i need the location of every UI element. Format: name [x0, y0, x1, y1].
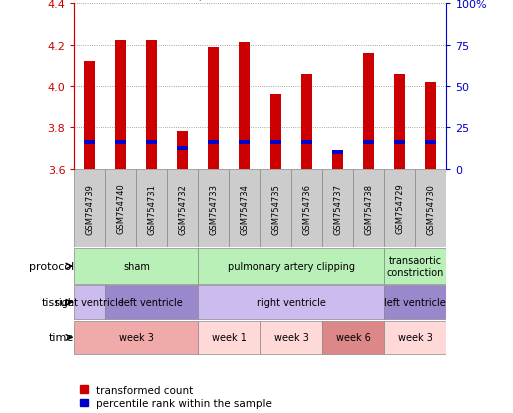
Bar — [74, 169, 105, 248]
Text: sham: sham — [123, 261, 150, 271]
Text: week 6: week 6 — [336, 332, 371, 343]
Text: week 3: week 3 — [398, 332, 433, 343]
Bar — [115, 41, 126, 169]
Text: week 3: week 3 — [274, 332, 309, 343]
Text: protocol: protocol — [29, 261, 74, 271]
Bar — [260, 169, 291, 248]
Bar — [332, 155, 343, 169]
Bar — [115, 140, 126, 145]
Bar — [416, 169, 446, 248]
Bar — [85, 140, 95, 145]
Bar — [199, 286, 384, 319]
Text: GSM754733: GSM754733 — [209, 183, 219, 234]
Bar — [85, 62, 95, 169]
Text: week 1: week 1 — [212, 332, 247, 343]
Text: GDS4545 / 10523293: GDS4545 / 10523293 — [130, 0, 279, 2]
Text: GSM754736: GSM754736 — [302, 183, 311, 234]
Bar — [240, 43, 250, 169]
Bar — [199, 321, 260, 354]
Bar — [384, 169, 416, 248]
Bar — [199, 169, 229, 248]
Bar — [177, 147, 188, 151]
Bar — [177, 132, 188, 169]
Text: left ventricle: left ventricle — [384, 297, 446, 308]
Bar — [208, 140, 219, 145]
Bar — [394, 140, 405, 145]
Bar — [229, 169, 260, 248]
Bar — [74, 249, 199, 284]
Bar — [74, 321, 199, 354]
Text: GSM754738: GSM754738 — [364, 183, 373, 234]
Bar — [208, 47, 219, 169]
Bar — [74, 286, 105, 319]
Bar — [105, 169, 136, 248]
Bar — [384, 286, 446, 319]
Bar — [302, 74, 312, 169]
Bar — [394, 74, 405, 169]
Bar — [146, 140, 157, 145]
Text: transaortic
constriction: transaortic constriction — [387, 256, 444, 277]
Bar — [105, 286, 199, 319]
Bar — [322, 321, 384, 354]
Text: GSM754730: GSM754730 — [426, 183, 436, 234]
Text: GSM754740: GSM754740 — [116, 183, 125, 234]
Text: right ventricle: right ventricle — [257, 297, 326, 308]
Bar — [353, 169, 384, 248]
Bar — [302, 140, 312, 145]
Bar — [199, 249, 384, 284]
Text: pulmonary artery clipping: pulmonary artery clipping — [228, 261, 355, 271]
Text: GSM754739: GSM754739 — [85, 183, 94, 234]
Bar — [384, 321, 446, 354]
Bar — [425, 83, 436, 169]
Bar — [363, 140, 374, 145]
Bar — [136, 169, 167, 248]
Text: right ventricle: right ventricle — [55, 297, 124, 308]
Text: week 3: week 3 — [119, 332, 154, 343]
Bar — [363, 54, 374, 169]
Bar — [260, 321, 322, 354]
Text: GSM754729: GSM754729 — [396, 183, 404, 234]
Text: GSM754731: GSM754731 — [147, 183, 156, 234]
Bar — [240, 140, 250, 145]
Bar — [291, 169, 322, 248]
Text: GSM754737: GSM754737 — [333, 183, 342, 234]
Bar — [146, 41, 157, 169]
Text: GSM754732: GSM754732 — [179, 183, 187, 234]
Text: time: time — [49, 332, 74, 343]
Bar — [167, 169, 199, 248]
Legend: transformed count, percentile rank within the sample: transformed count, percentile rank withi… — [80, 385, 272, 408]
Text: left ventricle: left ventricle — [121, 297, 183, 308]
Text: GSM754735: GSM754735 — [271, 183, 280, 234]
Bar — [425, 140, 436, 145]
Bar — [322, 169, 353, 248]
Bar — [332, 150, 343, 155]
Bar — [270, 140, 281, 145]
Text: GSM754734: GSM754734 — [241, 183, 249, 234]
Bar — [384, 249, 446, 284]
Bar — [270, 95, 281, 169]
Text: tissue: tissue — [42, 297, 74, 308]
